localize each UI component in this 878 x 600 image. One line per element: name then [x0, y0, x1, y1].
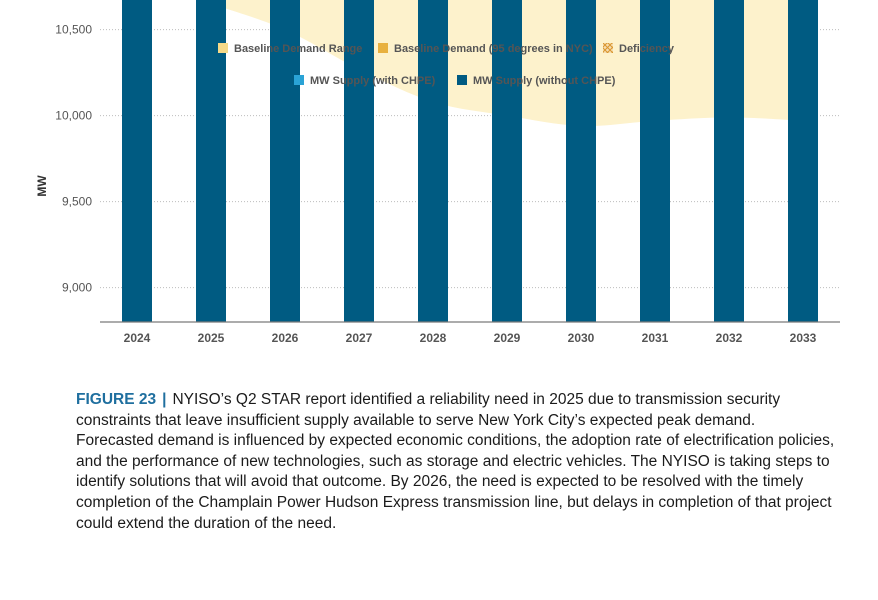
- y-tick-label: 10,000: [55, 109, 92, 123]
- legend-deficiency-label: Deficiency: [619, 43, 675, 55]
- bar-without-chpe: [344, 0, 374, 322]
- bar-without-chpe: [196, 0, 226, 322]
- bar-without-chpe: [418, 0, 448, 322]
- x-tick-label: 2027: [346, 331, 373, 345]
- bar-without-chpe: [788, 0, 818, 322]
- figure-label: FIGURE 23: [76, 391, 157, 408]
- legend-deficiency-swatch: [603, 43, 613, 53]
- legend-with-chpe-label: MW Supply (with CHPE): [310, 75, 436, 87]
- legend-demand-label: Baseline Demand (95 degrees in NYC): [394, 43, 593, 55]
- legend-with-chpe-swatch: [294, 75, 304, 85]
- axes: 9,0009,50010,00010,50011,00011,50012,000…: [35, 23, 840, 345]
- legend-without-chpe-swatch: [457, 75, 467, 85]
- y-axis-label: MW: [35, 175, 49, 197]
- x-tick-label: 2026: [272, 331, 299, 345]
- caption-separator: |: [162, 391, 167, 408]
- x-tick-label: 2024: [124, 331, 151, 345]
- x-tick-label: 2029: [494, 331, 521, 345]
- x-tick-label: 2025: [198, 331, 225, 345]
- bar-without-chpe: [492, 0, 522, 322]
- legend-range-label: Baseline Demand Range: [234, 43, 362, 55]
- supply-bars: [122, 0, 818, 322]
- x-tick-label: 2032: [716, 331, 743, 345]
- caption-text: NYISO’s Q2 STAR report identified a reli…: [76, 391, 835, 532]
- bar-without-chpe: [122, 0, 152, 322]
- legend-demand-swatch: [378, 43, 388, 53]
- x-tick-label: 2033: [790, 331, 817, 345]
- bar-without-chpe: [270, 0, 300, 322]
- chart-legend: Baseline Demand Range Baseline Demand (95…: [218, 43, 675, 87]
- legend-without-chpe-label: MW Supply (without CHPE): [473, 75, 616, 87]
- supply-demand-chart: 9,0009,50010,00010,50011,00011,50012,000…: [35, 0, 840, 345]
- bar-without-chpe: [566, 0, 596, 322]
- bar-without-chpe: [714, 0, 744, 322]
- y-tick-label: 9,500: [62, 195, 92, 209]
- y-tick-label: 9,000: [62, 281, 92, 295]
- bar-without-chpe: [640, 0, 670, 322]
- x-tick-label: 2030: [568, 331, 595, 345]
- y-tick-label: 10,500: [55, 23, 92, 37]
- x-tick-label: 2031: [642, 331, 669, 345]
- x-tick-label: 2028: [420, 331, 447, 345]
- figure-caption: FIGURE 23 | NYISO’s Q2 STAR report identif…: [76, 390, 836, 534]
- legend-range-swatch: [218, 43, 228, 53]
